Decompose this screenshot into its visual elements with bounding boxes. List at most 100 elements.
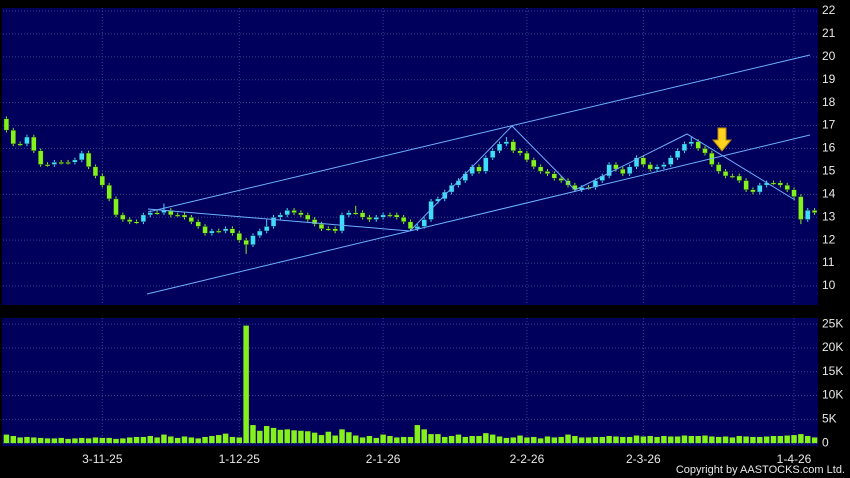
- y-tick-label: 17: [822, 118, 836, 132]
- candle-body: [250, 235, 256, 245]
- candle-body: [722, 171, 729, 177]
- volume-bar: [483, 433, 489, 444]
- volume-bar: [277, 429, 284, 444]
- candle-body: [551, 173, 557, 179]
- candle-body: [257, 230, 263, 236]
- volume-bar: [366, 436, 373, 444]
- candle-body: [325, 228, 331, 231]
- volume-bar: [174, 437, 181, 444]
- volume-bar: [455, 434, 462, 444]
- volume-bar: [284, 429, 290, 444]
- candle-body: [688, 141, 694, 145]
- volume-bar: [695, 436, 701, 444]
- y-tick-label: 12: [822, 232, 836, 246]
- volume-bar: [729, 437, 736, 444]
- volume-bar: [476, 436, 482, 444]
- volume-bar: [168, 436, 174, 444]
- candle-body: [168, 210, 174, 216]
- volume-bar: [428, 434, 434, 444]
- candle-body: [298, 212, 304, 216]
- volume-bar: [99, 437, 106, 444]
- candle-body: [311, 219, 318, 225]
- candle-body: [106, 184, 112, 200]
- volume-bar: [743, 436, 749, 444]
- volume-bar: [359, 437, 366, 444]
- candle-body: [353, 212, 359, 215]
- candle-body: [38, 150, 44, 165]
- candle-body: [216, 230, 222, 233]
- candle-body: [531, 159, 537, 168]
- volume-bar: [647, 436, 653, 444]
- candle-body: [380, 214, 386, 218]
- candle-body: [695, 141, 701, 149]
- candle-body: [229, 228, 236, 234]
- candle-body: [236, 233, 242, 241]
- volume-bar: [10, 436, 17, 444]
- candle-body: [805, 210, 811, 220]
- volume-bar: [531, 436, 537, 444]
- volume-bar: [722, 436, 729, 444]
- candle-body: [729, 175, 736, 178]
- volume-bar: [688, 436, 695, 444]
- candle-body: [277, 214, 284, 218]
- volume-bar: [599, 436, 606, 444]
- volume-bar: [784, 435, 790, 444]
- volume-bar: [524, 437, 530, 444]
- volume-bar: [462, 436, 469, 444]
- candle-body: [620, 168, 626, 174]
- candle-body: [428, 200, 434, 220]
- trend-channel-lower: [146, 134, 811, 295]
- volume-bar: [448, 436, 455, 444]
- volume-bar: [92, 437, 99, 444]
- volume-bar: [387, 436, 393, 444]
- candle-body: [222, 228, 229, 232]
- volume-bar: [209, 436, 215, 444]
- volume-bar: [763, 436, 770, 444]
- candle-body: [127, 219, 133, 223]
- candle-body: [674, 150, 681, 158]
- x-tick-label: 1-4-26: [777, 452, 812, 466]
- volume-tick-label: 5K: [822, 412, 837, 426]
- volume-bar: [106, 437, 112, 444]
- candle-body: [188, 217, 195, 223]
- x-tick-label: 2-3-26: [626, 452, 661, 466]
- volume-bar: [373, 437, 379, 444]
- candle-body: [483, 157, 489, 172]
- volume-bar: [346, 432, 352, 444]
- trend-channel-upper: [147, 54, 811, 213]
- y-tick-label: 22: [822, 3, 836, 17]
- volume-bar: [791, 435, 797, 444]
- volume-bar: [537, 438, 544, 444]
- candle-body: [113, 198, 119, 216]
- candle-body: [661, 164, 667, 168]
- candle-body: [400, 217, 407, 223]
- volume-bar: [181, 436, 188, 444]
- candle-body: [647, 164, 653, 170]
- candle-body: [770, 182, 777, 185]
- volume-bar: [126, 437, 133, 444]
- candle-body: [339, 214, 345, 232]
- candle-body: [558, 178, 564, 181]
- candle-body: [92, 166, 99, 177]
- volume-bar: [229, 436, 236, 444]
- volume-bar: [270, 427, 277, 444]
- candle-body: [681, 143, 688, 151]
- candle-body: [469, 166, 475, 174]
- volume-bar: [565, 434, 571, 444]
- volume-bar: [681, 435, 688, 444]
- volume-bar: [3, 434, 10, 444]
- volume-bar: [65, 438, 71, 444]
- candle-body: [654, 166, 660, 170]
- volume-bar: [469, 436, 475, 444]
- volume-panel: [2, 318, 818, 446]
- volume-bar: [572, 436, 578, 444]
- x-tick-label: 1-12-25: [219, 452, 261, 466]
- y-tick-label: 11: [822, 255, 835, 269]
- y-tick-label: 13: [822, 209, 836, 223]
- volume-bar: [407, 436, 414, 444]
- candle-body: [24, 136, 30, 145]
- volume-bar: [339, 429, 345, 444]
- candle-body: [133, 221, 140, 224]
- candle-body: [31, 136, 37, 151]
